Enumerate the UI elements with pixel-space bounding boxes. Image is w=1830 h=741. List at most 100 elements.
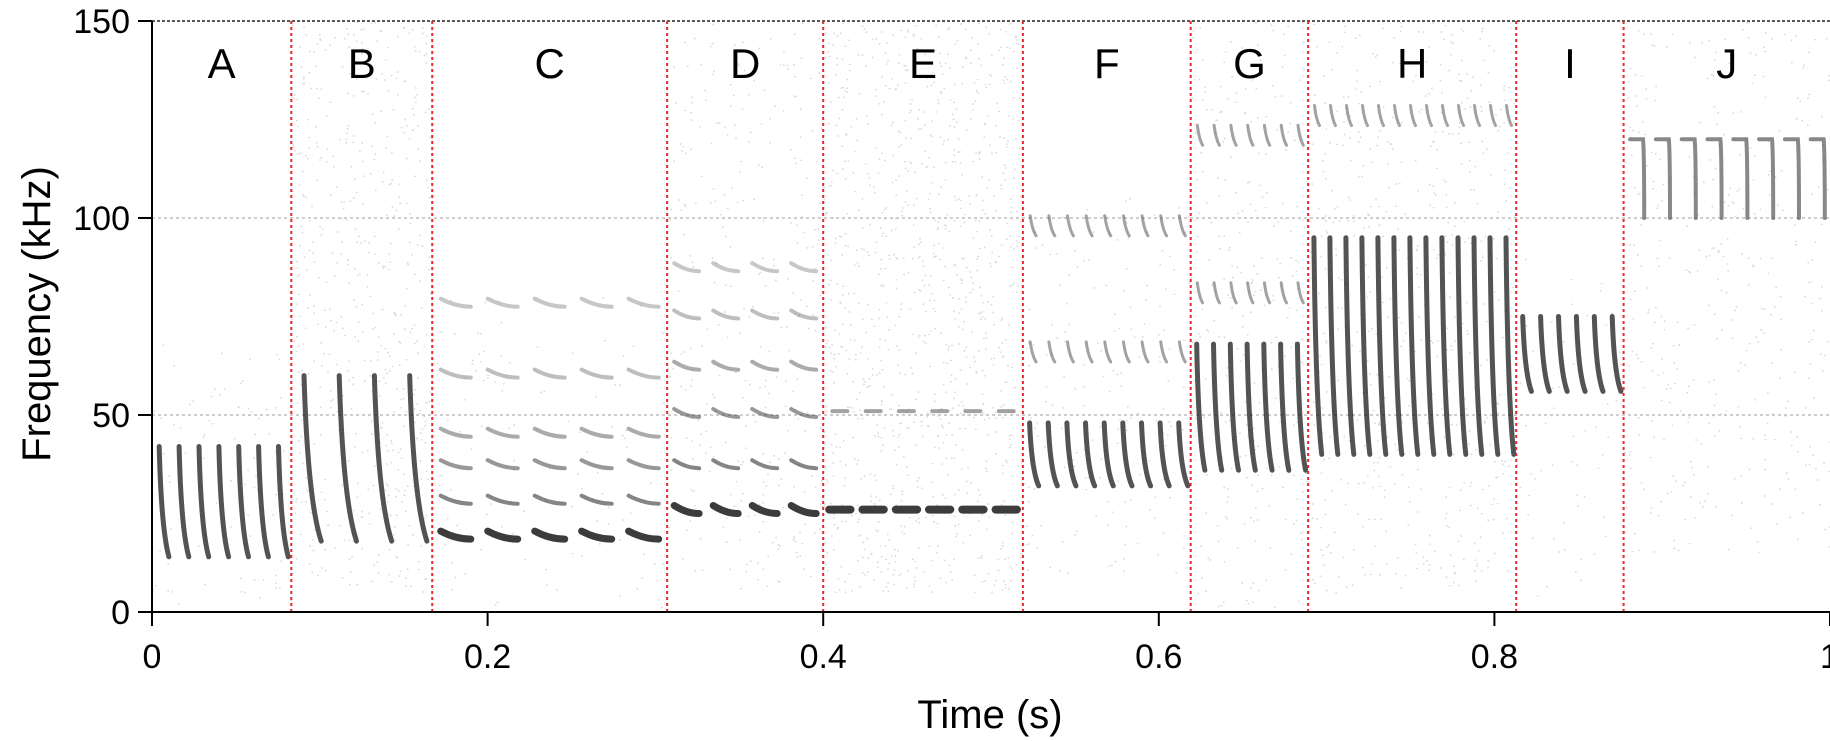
syllable-mark — [256, 444, 271, 560]
syllable-mark — [626, 493, 661, 506]
syllable-mark — [1064, 420, 1079, 489]
syllable-mark — [789, 407, 819, 419]
syllable-mark — [626, 296, 661, 309]
noise-speckle — [1624, 21, 1830, 553]
harmonic-mark — [1066, 214, 1075, 238]
harmonic-mark — [1084, 214, 1094, 238]
syllable-mark — [1628, 137, 1647, 220]
syllable-mark — [1439, 235, 1453, 457]
syllable-mark — [1487, 235, 1501, 457]
harmonic-mark — [1047, 214, 1057, 238]
segment-c-syllables — [437, 296, 663, 543]
syllable-mark — [1139, 420, 1154, 489]
syllable-mark — [301, 373, 324, 544]
harmonic-mark — [1122, 340, 1131, 364]
syllable-mark — [438, 458, 473, 471]
syllable-mark — [1705, 137, 1724, 220]
syllable-mark — [750, 261, 780, 274]
syllable-mark — [750, 359, 780, 372]
harmonic-mark — [1122, 214, 1131, 238]
harmonic-mark — [1084, 340, 1094, 364]
harmonic-mark — [1313, 104, 1321, 127]
syllable-mark — [789, 308, 819, 321]
syllable-mark — [789, 359, 819, 372]
syllable-mark — [485, 367, 520, 380]
harmonic-mark — [1066, 340, 1075, 364]
syllable-mark — [1244, 341, 1258, 473]
noise-speckle — [667, 22, 825, 590]
syllable-mark — [438, 367, 473, 380]
segment-a-syllables — [156, 444, 291, 560]
harmonic-mark — [1028, 214, 1038, 238]
harmonic-mark — [1345, 104, 1353, 127]
segment-noise-j — [1624, 21, 1830, 553]
harmonic-mark — [1140, 340, 1150, 364]
syllable-mark — [750, 407, 780, 419]
syllable-mark — [1027, 420, 1042, 489]
syllable-mark — [438, 493, 473, 506]
harmonic-mark — [1329, 104, 1337, 127]
segment-noise-f — [1024, 198, 1192, 574]
segment-d-syllables — [670, 261, 820, 517]
segment-labels-layer: A B C D E F G H I J — [208, 40, 1738, 87]
syllable-mark — [1573, 314, 1588, 394]
harmonic-mark — [1262, 123, 1272, 147]
syllable-mark — [532, 493, 567, 506]
syllable-mark — [579, 426, 614, 439]
harmonic-mark — [1393, 104, 1401, 127]
grid-layer — [152, 20, 1830, 416]
syllable-mark — [1591, 314, 1606, 394]
syllable-mark — [1157, 420, 1172, 489]
syllable-mark — [672, 458, 702, 471]
syllable-mark — [276, 444, 291, 560]
harmonic-mark — [1229, 281, 1238, 305]
syllable-mark — [579, 458, 614, 471]
syllable-mark — [1423, 235, 1437, 457]
syllable-mark — [1261, 341, 1275, 473]
syllable-mark — [236, 444, 251, 560]
syllable-mark — [626, 458, 661, 471]
harmonic-mark — [1103, 340, 1113, 364]
segment-h-syllables — [1311, 104, 1517, 457]
harmonic-mark — [1279, 123, 1288, 147]
syllable-mark — [787, 502, 820, 517]
noise-speckle — [1516, 258, 1622, 597]
syllable-mark — [407, 373, 430, 544]
syllable-mark — [196, 444, 212, 560]
syllable-mark — [711, 458, 741, 471]
harmonic-mark — [1177, 214, 1187, 238]
segment-boundaries-layer — [290, 21, 1625, 612]
harmonic-mark — [1279, 281, 1288, 305]
syllable-mark — [1194, 341, 1208, 473]
syllable-mark — [578, 527, 616, 543]
harmonic-mark — [1377, 104, 1385, 127]
syllable-mark — [750, 458, 780, 471]
syllable-mark — [216, 444, 232, 560]
harmonic-mark — [1047, 340, 1057, 364]
syllable-mark — [1311, 235, 1325, 457]
syllable-mark — [1083, 420, 1098, 489]
harmonic-mark — [1229, 123, 1238, 147]
segment-label-a: A — [208, 40, 236, 87]
segment-i-syllables — [1520, 314, 1624, 394]
x-tick-label: 0.6 — [1135, 638, 1182, 676]
x-tick-label: 0.2 — [464, 638, 511, 676]
segment-f-syllables — [1027, 214, 1191, 489]
syllable-mark — [626, 426, 661, 439]
syllable-mark — [1407, 235, 1421, 457]
syllable-mark — [1327, 235, 1341, 457]
syllable-mark — [485, 296, 520, 309]
syllable-mark — [672, 359, 702, 372]
y-tick-label: 150 — [73, 3, 130, 41]
x-tick-label: 1 — [1820, 638, 1830, 676]
syllable-mark — [1731, 137, 1750, 220]
syllable-mark — [1278, 341, 1292, 473]
syllable-mark — [532, 367, 567, 380]
harmonic-mark — [1159, 214, 1169, 238]
y-tick-label: 50 — [92, 397, 130, 435]
syllable-mark — [1808, 137, 1827, 220]
syllable-mark — [1455, 235, 1469, 457]
harmonic-mark — [1195, 281, 1205, 305]
syllable-mark — [579, 296, 614, 309]
